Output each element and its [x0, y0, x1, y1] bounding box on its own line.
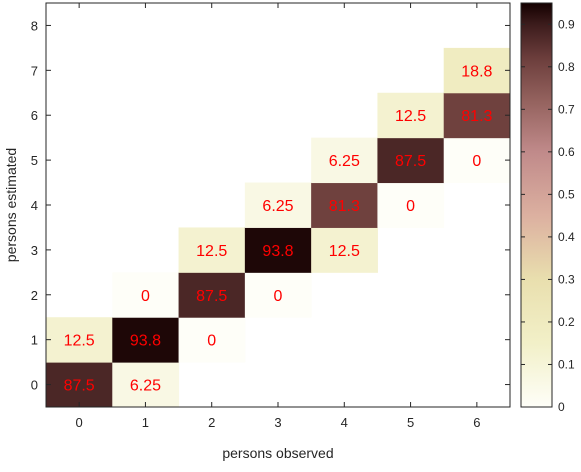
heatmap-cell [46, 362, 113, 408]
heatmap-cell [377, 92, 445, 139]
colorbar-tick-label: 0.9 [558, 17, 575, 31]
colorbar [520, 2, 553, 408]
colorbar-tick-label: 0.3 [558, 272, 575, 286]
cell-value-label: 12.5 [395, 108, 426, 125]
colorbar-tick-label: 0.2 [558, 315, 575, 329]
colorbar-tick-label: 0 [558, 400, 565, 414]
y-tick-label: 2 [31, 288, 38, 303]
heatmap-cell [311, 182, 378, 228]
y-tick-label: 1 [31, 333, 38, 348]
cell-value-label: 0 [141, 288, 150, 305]
y-tick-label: 0 [31, 378, 38, 393]
cell-value-label: 0 [274, 288, 283, 305]
y-tick-label: 8 [31, 18, 38, 33]
cell-value-label: 6.25 [329, 153, 360, 170]
colorbar-tick-label: 0.8 [558, 60, 575, 74]
x-tick-label: 6 [473, 415, 480, 430]
cell-value-label: 12.5 [64, 333, 95, 350]
cell-labels-layer: 87.5 12.5 6.25 93.8 0 0 87.5 12.5 0 93.8 6.25 12.5 8… [64, 63, 493, 394]
x-tick-label: 1 [142, 415, 149, 430]
cell-value-label: 0 [406, 198, 415, 215]
y-tick-label: 5 [31, 153, 38, 168]
axes-layer: 0 1 2 3 4 5 6 0 1 2 3 4 5 6 7 8 [31, 3, 510, 430]
colorbar-tick-label: 0.6 [558, 145, 575, 159]
cell-value-label: 6.25 [130, 378, 161, 395]
heatmap-cell [178, 272, 246, 318]
cells-layer [46, 47, 511, 408]
cell-value-label: 12.5 [329, 243, 360, 260]
cell-value-label: 12.5 [196, 243, 227, 260]
heatmap-cell [178, 317, 246, 363]
colorbar-ticks: 0 0.1 0.2 0.3 0.4 0.5 0.6 0.7 0.8 0.9 [521, 17, 575, 414]
y-tick-label: 7 [31, 63, 38, 78]
y-tick-label: 4 [31, 198, 38, 213]
x-tick-label: 2 [208, 415, 215, 430]
heatmap-cell [112, 362, 180, 408]
x-tick-label: 4 [341, 415, 348, 430]
cell-value-label: 6.25 [262, 198, 293, 215]
heatmap-cell [443, 92, 511, 139]
heatmap-cell [112, 317, 180, 363]
cell-value-label: 87.5 [64, 378, 95, 395]
cell-value-label: 81.3 [461, 108, 492, 125]
cell-value-label: 81.3 [329, 198, 360, 215]
heatmap-cell [244, 227, 312, 273]
colorbar-tick-label: 0.7 [558, 102, 575, 116]
heatmap-cell [46, 317, 113, 363]
heatmap-cell [311, 227, 378, 273]
cell-value-label: 87.5 [196, 288, 227, 305]
x-tick-label: 3 [274, 415, 281, 430]
heatmap-cell [443, 47, 511, 94]
cell-value-label: 87.5 [395, 153, 426, 170]
x-tick-label: 5 [407, 415, 414, 430]
heatmap-cell [377, 182, 445, 228]
heatmap-cell [244, 272, 312, 318]
cell-value-label: 93.8 [262, 243, 293, 260]
heatmap-cell [377, 137, 445, 184]
colorbar-tick-label: 0.1 [558, 357, 575, 371]
heatmap-cell [311, 137, 378, 184]
cell-value-label: 0 [207, 333, 216, 350]
heatmap-cell [244, 182, 312, 228]
cell-value-label: 93.8 [130, 333, 161, 350]
x-tick-label: 0 [76, 415, 83, 430]
cell-value-label: 18.8 [461, 63, 492, 80]
cell-value-label: 0 [472, 153, 481, 170]
heatmap-cell [178, 227, 246, 273]
heatmap-cell [112, 272, 180, 318]
x-axis-label: persons observed [222, 445, 333, 461]
y-tick-label: 3 [31, 243, 38, 258]
colorbar-tick-label: 0.4 [558, 230, 575, 244]
colorbar-tick-label: 0.5 [558, 187, 575, 201]
y-axis-label: persons estimated [3, 148, 19, 262]
heatmap-cell [443, 137, 511, 184]
y-tick-label: 6 [31, 108, 38, 123]
